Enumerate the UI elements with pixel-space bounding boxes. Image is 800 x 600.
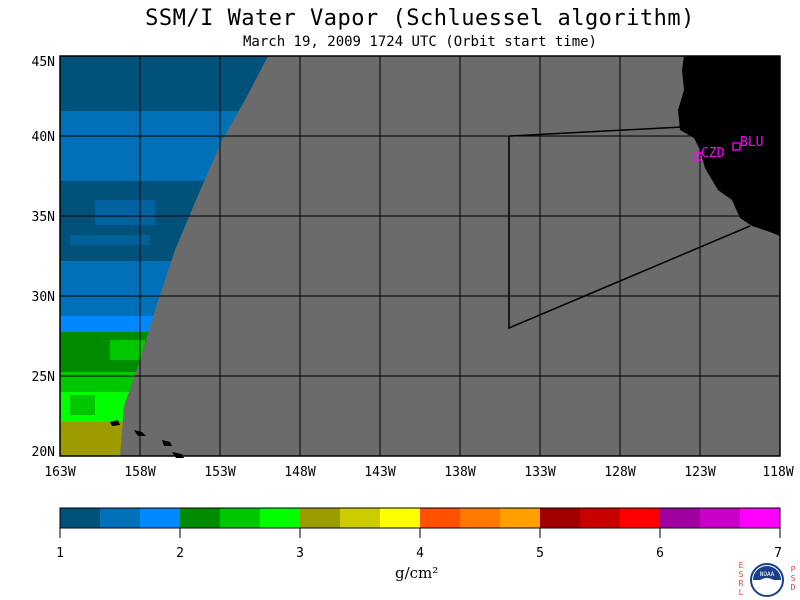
colorbar-unit-label: g/cm² [395, 564, 439, 582]
colorbar-tick-label: 3 [296, 546, 304, 561]
colorbar-swatch [260, 508, 301, 528]
lon-label: 123W [684, 465, 715, 480]
lat-label: 25N [32, 370, 55, 385]
colorbar-swatch [580, 508, 621, 528]
lat-label: 45N [32, 55, 55, 70]
region-outline [509, 126, 683, 137]
station-label: BLU [740, 135, 763, 150]
colorbar-swatch [60, 508, 101, 528]
hawaii-island [110, 420, 120, 426]
svg-text:P: P [791, 565, 796, 574]
colorbar-tick-label: 7 [774, 546, 782, 561]
colorbar-swatch [740, 508, 781, 528]
colorbar-swatch [180, 508, 221, 528]
svg-text:D: D [791, 583, 796, 592]
colorbar-swatch [340, 508, 381, 528]
north-america-land [678, 56, 780, 236]
colorbar-swatch [100, 508, 141, 528]
colorbar-swatch [540, 508, 581, 528]
colorbar-swatch [660, 508, 701, 528]
lat-label: 20N [32, 445, 55, 460]
map-title: SSM/I Water Vapor (Schluessel algorithm) [145, 6, 695, 31]
svg-text:R: R [739, 579, 744, 588]
colorbar-tick-label: 2 [176, 546, 184, 561]
colorbar-swatch [500, 508, 541, 528]
station-czd[interactable]: CZD [693, 146, 725, 161]
map-subtitle: March 19, 2009 1724 UTC (Orbit start tim… [242, 34, 597, 50]
colorbar-swatch [420, 508, 461, 528]
lon-label: 153W [204, 465, 235, 480]
hawaii-island [162, 440, 172, 446]
lon-label: 118W [762, 465, 793, 480]
longitude-labels: 163W 158W 153W 148W 143W 138W 133W 128W … [44, 465, 793, 480]
lat-label: 35N [32, 210, 55, 225]
map-gridlines [60, 56, 780, 456]
colorbar-swatch [140, 508, 181, 528]
station-label: CZD [701, 146, 725, 161]
logo-center-text: NOAA [760, 571, 775, 578]
colorbar-tick-label: 5 [536, 546, 544, 561]
lat-label: 40N [32, 130, 55, 145]
colorbar-swatch [460, 508, 501, 528]
colorbar-swatches [60, 508, 781, 528]
latitude-labels: 45N 40N 35N 30N 25N 20N [32, 55, 55, 460]
lon-label: 158W [124, 465, 155, 480]
colorbar-swatch [700, 508, 741, 528]
region-outline [508, 136, 751, 330]
lon-label: 143W [364, 465, 395, 480]
svg-text:S: S [739, 570, 744, 579]
colorbar-tick-labels: 1 2 3 4 5 6 7 [56, 546, 782, 561]
colorbar-tick-label: 6 [656, 546, 664, 561]
lon-label: 138W [444, 465, 475, 480]
station-blu[interactable]: BLU [732, 135, 763, 151]
lat-label: 30N [32, 290, 55, 305]
lon-label: 133W [524, 465, 555, 480]
colorbar-swatch [620, 508, 661, 528]
lon-label: 148W [284, 465, 315, 480]
lon-label: 128W [604, 465, 635, 480]
colorbar-swatch [220, 508, 261, 528]
colorbar-tick-label: 4 [416, 546, 424, 561]
svg-text:E: E [739, 561, 744, 570]
logo-right-letters: PSD [791, 565, 796, 592]
colorbar-ticks [59, 528, 781, 538]
colorbar-tick-label: 1 [56, 546, 64, 561]
svg-text:S: S [791, 574, 796, 583]
map-frame [59, 55, 781, 457]
svg-text:L: L [739, 588, 744, 597]
lon-label: 163W [44, 465, 75, 480]
colorbar-swatch [380, 508, 421, 528]
colorbar-swatch [300, 508, 341, 528]
